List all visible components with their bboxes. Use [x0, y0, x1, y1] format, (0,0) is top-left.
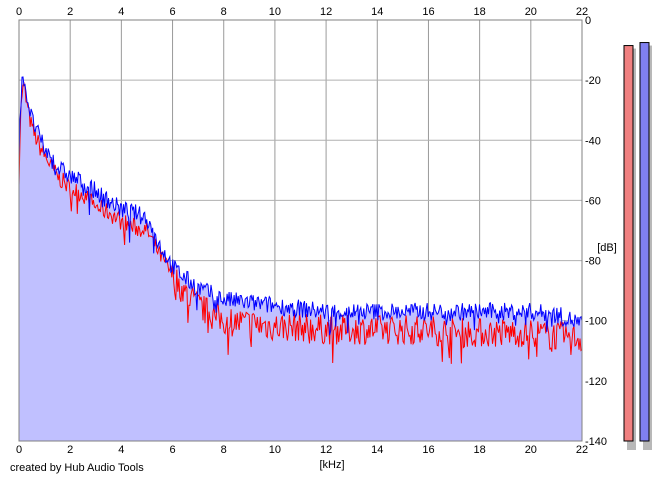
x-tick-label-top: 20: [525, 6, 537, 18]
y-axis-label: [dB]: [597, 242, 617, 254]
y-tick-label: -20: [585, 75, 601, 87]
credit-text: created by Hub Audio Tools: [10, 462, 144, 474]
plot-border: [18, 19, 583, 442]
y-tick-label: -60: [585, 195, 601, 207]
x-axis-label: [kHz]: [319, 459, 344, 471]
series-line-left: [18, 81, 583, 364]
plot-frame: [18, 19, 583, 442]
x-tick-label-top: 8: [221, 6, 227, 18]
x-tick-labels-bottom: 0 2 4 6 8 10 12 14 16 18 20 22: [16, 444, 588, 456]
x-tick-label-top: 18: [474, 6, 486, 18]
x-tick-label-top: 12: [320, 6, 332, 18]
x-tick-label: 14: [371, 444, 383, 456]
y-tick-label: 0: [585, 15, 591, 27]
x-tick-label: 10: [269, 444, 281, 456]
x-tick-label-top: 2: [67, 6, 73, 18]
x-tick-label: 8: [221, 444, 227, 456]
level-meter-right: [639, 42, 650, 442]
x-tick-labels-top: 0 2 4 6 8 10 12 14 16 18 20 22: [16, 6, 588, 18]
x-tick-label: 6: [169, 444, 175, 456]
x-tick-label: 20: [525, 444, 537, 456]
y-tick-label: -40: [585, 135, 601, 147]
x-tick-label: 12: [320, 444, 332, 456]
y-tick-label: -100: [585, 316, 607, 328]
x-tick-label: 4: [118, 444, 124, 456]
y-tick-label: -80: [585, 256, 601, 268]
x-tick-label-top: 4: [118, 6, 124, 18]
level-meter-left: [623, 45, 634, 442]
x-tick-label-top: 22: [576, 6, 588, 18]
level-meters: [623, 42, 652, 451]
x-tick-label: 22: [576, 444, 588, 456]
series-line-right: [18, 76, 583, 336]
x-tick-label: 2: [67, 444, 73, 456]
x-tick-label-top: 10: [269, 6, 281, 18]
x-tick-label-top: 6: [169, 6, 175, 18]
x-tick-label-top: 0: [16, 6, 22, 18]
y-tick-label: -140: [585, 436, 607, 448]
spectrum-series: [18, 76, 583, 364]
x-tick-label: 16: [422, 444, 434, 456]
x-tick-label-top: 14: [371, 6, 383, 18]
y-tick-labels: 0 -20 -40 -60 -80 -100 -120 -140: [585, 15, 607, 448]
y-tick-label: -120: [585, 376, 607, 388]
x-tick-label: 18: [474, 444, 486, 456]
x-tick-label: 0: [16, 444, 22, 456]
x-tick-label-top: 16: [422, 6, 434, 18]
